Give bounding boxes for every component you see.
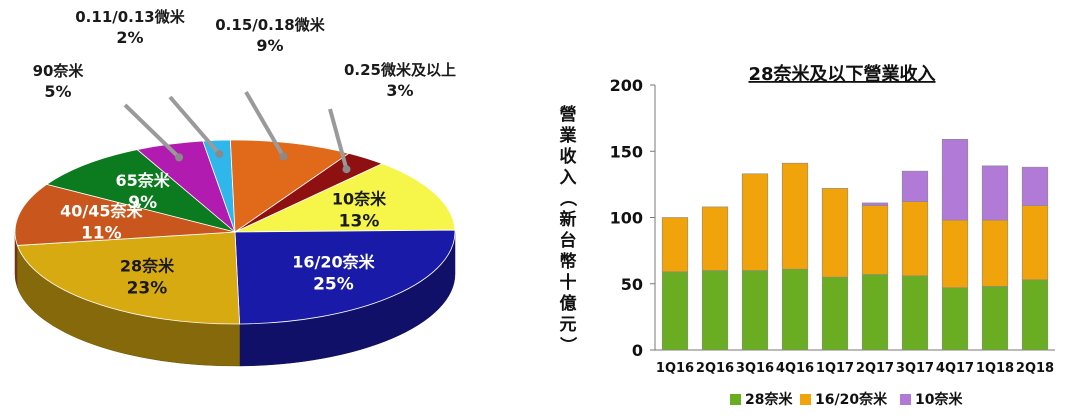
slice-value-label: 9% bbox=[128, 193, 157, 213]
bar-segment bbox=[741, 270, 769, 351]
bar-segment bbox=[861, 274, 889, 351]
bar-segment bbox=[661, 271, 689, 351]
x-tick-label: 1Q18 bbox=[976, 361, 1014, 376]
y-axis-label-char: 營 bbox=[560, 104, 577, 125]
slice-label: 28奈米 bbox=[120, 257, 175, 276]
slice-label: 40/45奈米 bbox=[60, 202, 143, 221]
bar-segment bbox=[981, 165, 1009, 221]
x-tick-label: 2Q17 bbox=[856, 361, 894, 376]
bar-segment bbox=[661, 217, 689, 273]
y-axis-label-char: 收 bbox=[560, 146, 577, 167]
bar-segment bbox=[1021, 279, 1049, 351]
y-axis-label-char: 台 bbox=[560, 230, 577, 251]
slice-value-label: 23% bbox=[127, 279, 168, 299]
bar-segment bbox=[781, 268, 809, 351]
bar-segment bbox=[901, 275, 929, 351]
slice-value-label: 5% bbox=[44, 82, 71, 101]
bar-segment bbox=[701, 270, 729, 351]
pie-chart: 10奈米 13% 16/20奈米 25% 28奈米 23% 40/45奈米 11% 65奈米 9%… bbox=[14, 8, 456, 367]
legend-label: 10奈米 bbox=[915, 391, 963, 408]
slice-value-label: 2% bbox=[116, 28, 143, 47]
leader-dot bbox=[279, 152, 288, 161]
leader-dot bbox=[175, 153, 184, 162]
bar-segment bbox=[981, 219, 1009, 287]
x-tick-label: 4Q17 bbox=[936, 361, 974, 376]
y-axis-label-char: 十 bbox=[560, 272, 577, 293]
leader-dot bbox=[215, 150, 224, 159]
leader-dot bbox=[342, 165, 351, 174]
bar-segment bbox=[901, 201, 929, 277]
x-tick-label: 1Q17 bbox=[816, 361, 854, 376]
pie-slice bbox=[45, 149, 236, 233]
x-tick-label: 3Q17 bbox=[896, 361, 934, 376]
leader-line bbox=[328, 108, 349, 170]
bar-segment bbox=[861, 202, 889, 206]
bar-segment bbox=[861, 205, 889, 275]
y-axis-label-char: ） bbox=[557, 337, 578, 354]
pie-slice bbox=[14, 183, 236, 246]
bar-segment bbox=[981, 286, 1009, 351]
bar-segment bbox=[821, 188, 849, 278]
y-tick-label: 200 bbox=[610, 76, 643, 95]
leader-line bbox=[244, 90, 286, 158]
pie-slice bbox=[16, 231, 241, 325]
leader-line bbox=[123, 103, 181, 159]
bar-segment bbox=[1021, 166, 1049, 206]
y-axis-label-char: 元 bbox=[560, 315, 577, 335]
slice-value-label: 3% bbox=[386, 81, 413, 100]
legend-swatch bbox=[900, 394, 911, 405]
chart-title: 28奈米及以下營業收入 bbox=[748, 63, 935, 85]
pie-slice bbox=[234, 229, 456, 325]
bar-segment bbox=[781, 162, 809, 270]
legend-label: 16/20奈米 bbox=[815, 391, 888, 408]
slice-label: 0.11/0.13微米 bbox=[75, 8, 185, 26]
y-axis-label-char: 幣 bbox=[560, 251, 577, 272]
bar-segment bbox=[1021, 205, 1049, 281]
x-tick-label: 4Q16 bbox=[776, 361, 814, 376]
legend-swatch bbox=[800, 394, 811, 405]
bar-segment bbox=[941, 139, 969, 221]
bar-segment bbox=[741, 173, 769, 271]
slice-label: 0.15/0.18微米 bbox=[215, 16, 325, 34]
y-axis-label-char: 億 bbox=[560, 293, 577, 314]
y-axis-label-char: 新 bbox=[560, 209, 577, 230]
x-tick-label: 1Q16 bbox=[656, 361, 694, 376]
slice-label: 0.25微米及以上 bbox=[344, 61, 456, 79]
x-tick-label: 3Q16 bbox=[736, 361, 774, 376]
slice-label: 65奈米 bbox=[116, 171, 171, 190]
y-axis-label-char: 入 bbox=[560, 168, 577, 188]
bar-segment bbox=[701, 206, 729, 271]
y-axis-label-char: （ bbox=[557, 190, 578, 207]
slice-label: 16/20奈米 bbox=[292, 252, 375, 271]
slice-value-label: 25% bbox=[313, 274, 354, 294]
legend-swatch bbox=[730, 394, 741, 405]
slice-label: 10奈米 bbox=[332, 189, 387, 208]
slice-value-label: 11% bbox=[81, 224, 122, 244]
slice-label: 90奈米 bbox=[33, 62, 85, 80]
x-tick-label: 2Q16 bbox=[696, 361, 734, 376]
slice-value-label: 13% bbox=[339, 211, 380, 231]
y-axis-label-char: 業 bbox=[560, 125, 577, 146]
y-tick-label: 150 bbox=[610, 142, 643, 161]
x-tick-label: 2Q18 bbox=[1016, 361, 1054, 376]
bar-segment bbox=[941, 219, 969, 289]
pie-slice bbox=[234, 163, 456, 233]
y-tick-label: 100 bbox=[610, 209, 643, 228]
bar-segment bbox=[941, 287, 969, 351]
bar-segment bbox=[821, 276, 849, 351]
slice-value-label: 9% bbox=[256, 36, 283, 55]
legend-label: 28奈米 bbox=[745, 391, 793, 408]
bar-segment bbox=[901, 170, 929, 202]
leader-line bbox=[168, 95, 221, 156]
y-tick-label: 50 bbox=[621, 275, 643, 294]
pie-slice bbox=[229, 139, 350, 233]
y-tick-label: 0 bbox=[632, 341, 643, 360]
